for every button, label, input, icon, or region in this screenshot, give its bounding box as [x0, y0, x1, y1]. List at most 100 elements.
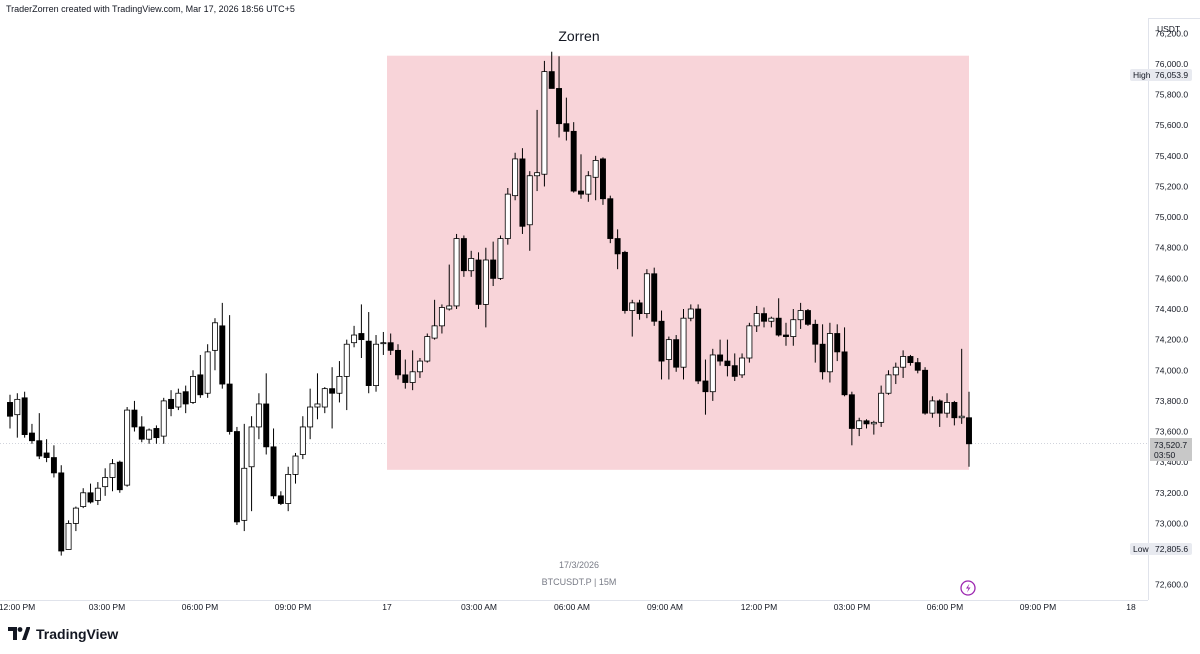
candle: [556, 56, 563, 138]
y-tick-label: 74,400.0: [1155, 304, 1188, 314]
candle-body: [153, 428, 160, 439]
candle: [102, 468, 109, 496]
candle-body: [255, 403, 262, 428]
candle-body: [826, 333, 833, 373]
candle: [270, 428, 277, 499]
price-axis[interactable]: USDT 76,200.0 76,000.0 75,800.0 75,600.0 75,…: [1130, 18, 1192, 600]
candle-body: [241, 467, 248, 521]
candle-body: [658, 320, 665, 362]
candle-body: [702, 380, 709, 393]
x-tick-label: 17: [382, 602, 392, 612]
candle: [299, 416, 306, 460]
candle: [914, 358, 921, 374]
candle: [292, 452, 299, 484]
candle-body: [724, 360, 731, 367]
time-axis[interactable]: 12:00 PM 03:00 PM 06:00 PM 09:00 PM 17 03:00 …: [0, 600, 1148, 613]
candle: [856, 417, 863, 437]
candle-body: [870, 421, 877, 425]
candle-body: [343, 343, 350, 377]
candle-body: [944, 402, 951, 414]
tradingview-logo-icon: [8, 627, 30, 640]
candles-group: [7, 51, 972, 556]
high-marker: High 76,053.9: [1130, 69, 1192, 81]
candle: [885, 370, 892, 395]
candle-body: [643, 273, 650, 314]
candle-body: [402, 374, 409, 383]
candle-body: [556, 88, 563, 125]
candle: [951, 400, 958, 426]
candle: [702, 359, 709, 415]
chart[interactable]: Zorren 17/3/2026 BTCUSDT.P | 15M USDT 76…: [0, 18, 1200, 618]
candle: [43, 439, 50, 463]
candle-body: [673, 339, 680, 368]
candle: [966, 391, 972, 467]
candle: [387, 333, 394, 355]
candle-body: [578, 190, 584, 195]
candle-body: [922, 369, 929, 414]
candle-body: [695, 308, 702, 382]
candle-body: [453, 238, 460, 307]
candle-body: [277, 495, 284, 504]
candle-body: [907, 356, 914, 364]
candle: [680, 309, 687, 380]
y-tick-label: 73,200.0: [1155, 488, 1188, 498]
candle-body: [607, 198, 614, 239]
low-value: 72,805.6: [1155, 544, 1188, 554]
candle-body: [182, 391, 189, 405]
candle: [285, 466, 292, 512]
candle-body: [36, 440, 43, 457]
candle-body: [504, 193, 511, 239]
bolt-icon[interactable]: [960, 580, 976, 596]
candle-body: [102, 477, 109, 488]
candle: [431, 299, 438, 340]
candle-body: [951, 402, 958, 419]
candle: [182, 385, 189, 414]
candle: [233, 426, 240, 525]
candle: [343, 339, 350, 411]
x-tick-label: 09:00 PM: [275, 602, 311, 612]
last-price-value: 73,520.7: [1154, 440, 1187, 450]
y-tick-label: 74,000.0: [1155, 365, 1188, 375]
candle-body: [475, 259, 482, 305]
candle: [438, 304, 445, 334]
low-marker: Low 72,805.6: [1130, 543, 1192, 555]
candle: [314, 373, 321, 420]
candle: [826, 322, 833, 383]
candle-body: [621, 251, 628, 311]
y-tick-label: 74,200.0: [1155, 335, 1188, 345]
candle-body: [380, 342, 387, 345]
candle: [834, 324, 841, 362]
candle: [358, 304, 365, 359]
candle: [907, 354, 914, 366]
countdown-value: 03:50: [1154, 450, 1176, 460]
candle-body: [270, 446, 277, 497]
high-label: High: [1133, 70, 1151, 80]
candle: [614, 229, 621, 270]
y-tick-label: 76,000.0: [1155, 59, 1188, 69]
candle-body: [109, 463, 116, 478]
candle-body: [709, 354, 716, 393]
candle-body: [321, 388, 328, 408]
candle: [687, 304, 694, 322]
x-tick-label: 09:00 PM: [1020, 602, 1056, 612]
currency-label: USDT: [1157, 24, 1180, 34]
y-tick-label: 73,800.0: [1155, 396, 1188, 406]
candle: [790, 309, 797, 346]
candle: [468, 250, 475, 277]
candle: [175, 388, 182, 411]
symbol-label: BTCUSDT.P | 15M: [542, 577, 617, 587]
tradingview-logo[interactable]: TradingView: [8, 624, 118, 644]
candle-body: [863, 420, 870, 425]
y-tick-label: 75,000.0: [1155, 212, 1188, 222]
candle-body: [146, 429, 153, 440]
candle: [878, 385, 885, 427]
candle-body: [43, 452, 50, 458]
x-tick-label: 03:00 AM: [461, 602, 497, 612]
candle-body: [424, 336, 431, 362]
candle-body: [665, 339, 672, 360]
y-tick-label: 75,200.0: [1155, 181, 1188, 191]
candle-body: [783, 334, 789, 337]
candle-body: [797, 310, 804, 321]
candle: [497, 235, 504, 280]
author-credit: TraderZorren created with TradingView.co…: [6, 4, 295, 14]
